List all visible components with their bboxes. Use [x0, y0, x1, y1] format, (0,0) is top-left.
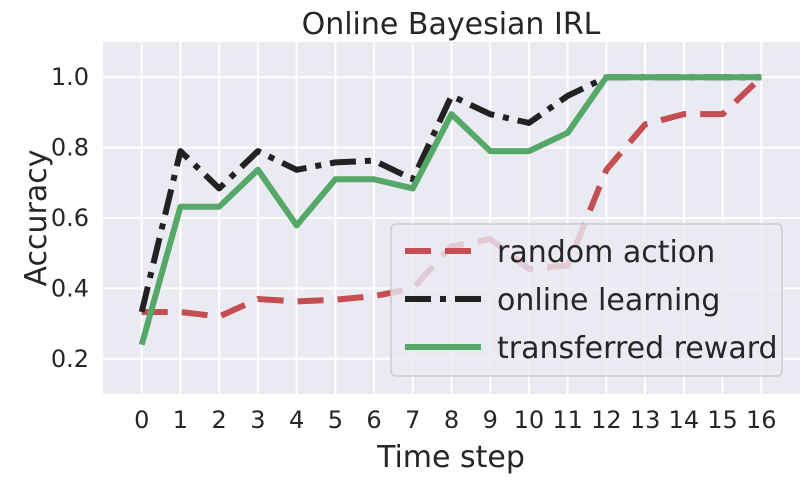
x-tick-label: 1 [173, 406, 188, 434]
x-tick-label: 9 [483, 406, 498, 434]
y-tick-label: 0.4 [51, 274, 89, 302]
x-tick-label: 8 [444, 406, 459, 434]
legend: random action online learning transferred … [391, 224, 782, 376]
y-tick-label: 1.0 [51, 63, 89, 91]
x-tick-label: 14 [669, 406, 700, 434]
legend-label: transferred reward [497, 331, 778, 366]
legend-label: online learning [497, 283, 720, 318]
y-tick-labels: 0.2 0.4 0.6 0.8 1.0 [51, 63, 89, 373]
y-tick-label: 0.6 [51, 204, 89, 232]
x-tick-label: 3 [250, 406, 265, 434]
legend-label: random action [497, 235, 715, 270]
y-tick-label: 0.2 [51, 345, 89, 373]
x-tick-label: 5 [328, 406, 343, 434]
x-tick-label: 16 [746, 406, 777, 434]
y-axis-label: Accuracy [19, 150, 54, 287]
chart-title: Online Bayesian IRL [302, 7, 601, 42]
x-tick-label: 11 [552, 406, 583, 434]
x-tick-label: 7 [405, 406, 420, 434]
x-tick-label: 0 [134, 406, 149, 434]
x-tick-label: 15 [707, 406, 738, 434]
x-tick-label: 4 [289, 406, 304, 434]
x-tick-label: 10 [514, 406, 545, 434]
y-tick-label: 0.8 [51, 134, 89, 162]
x-tick-labels: 0 1 2 3 4 5 6 7 8 9 10 11 12 13 14 15 16 [134, 406, 776, 434]
x-tick-label: 12 [591, 406, 622, 434]
x-axis-label: Time step [376, 440, 525, 475]
x-tick-label: 2 [212, 406, 227, 434]
x-tick-label: 6 [366, 406, 381, 434]
x-tick-label: 13 [630, 406, 661, 434]
